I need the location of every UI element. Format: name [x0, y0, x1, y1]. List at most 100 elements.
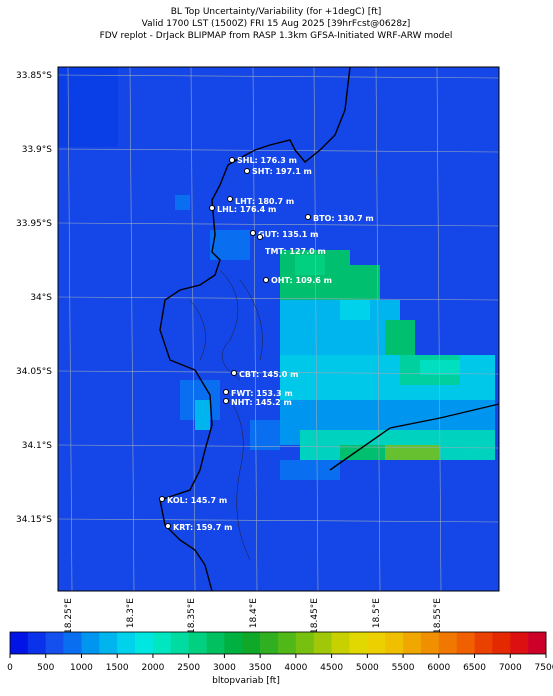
station-marker	[209, 205, 215, 211]
field-cell	[295, 255, 325, 275]
graticule	[129, 66, 135, 592]
colorbar-segment	[474, 632, 493, 654]
colorbar-segment	[331, 632, 350, 654]
graticule	[57, 370, 500, 375]
lat-label: 34.05°S	[16, 367, 52, 377]
colorbar-segment	[510, 632, 529, 654]
station-label: SHT: 197.1 m	[252, 167, 312, 176]
colorbar-segment	[224, 632, 243, 654]
field-cell	[420, 360, 460, 375]
map	[57, 66, 500, 592]
station-marker	[250, 230, 256, 236]
station-marker	[159, 496, 165, 502]
colorbar-tick-label: 3000	[213, 663, 236, 673]
colorbar-tick-label: 4000	[284, 663, 307, 673]
graticule	[190, 66, 196, 592]
colorbar-tick-label: 0	[7, 663, 13, 673]
lon-label: 18.5°E	[372, 598, 382, 629]
field-cell	[280, 355, 495, 405]
colorbar-segment	[295, 632, 315, 654]
title-line: BL Top Uncertainty/Variability (for +1de…	[171, 7, 382, 17]
map-frame	[57, 66, 500, 592]
field-cell	[175, 195, 190, 210]
graticule	[57, 444, 500, 449]
colorbar-segment	[313, 632, 332, 654]
colorbar-segment	[349, 632, 368, 654]
lat-label: 34.15°S	[16, 515, 52, 525]
station-label: TMT: 127.0 m	[265, 247, 326, 256]
field-cell	[385, 445, 440, 460]
station-label: KOL: 145.7 m	[167, 496, 227, 505]
station-marker	[223, 389, 229, 395]
colorbar-segment	[10, 632, 29, 654]
colorbar-segment	[420, 632, 440, 654]
colorbar-tick-label: 6000	[427, 663, 450, 673]
map-background	[58, 67, 499, 591]
colorbar-segment	[27, 632, 47, 654]
graticule	[67, 66, 73, 592]
lon-label: 18.35°E	[187, 598, 197, 634]
colorbar-segment	[117, 632, 136, 654]
colorbar-tick-label: 2500	[177, 663, 200, 673]
colorbar-tick-label: 500	[37, 663, 54, 673]
colorbar-segment	[278, 632, 297, 654]
title-line: FDV replot - DrJack BLIPMAP from RASP 1.…	[100, 31, 453, 41]
station-label: GUT: 135.1 m	[258, 230, 319, 239]
station-label: CBT: 145.0 m	[239, 370, 298, 379]
colorbar-tick-label: 7500	[535, 663, 553, 673]
station-label: NHT: 145.2 m	[231, 398, 292, 407]
colorbar-tick-label: 7000	[499, 663, 522, 673]
graticule	[252, 66, 258, 592]
graticule	[57, 74, 500, 79]
colorbar-segment	[367, 632, 386, 654]
colorbar-tick-label: 2000	[141, 663, 164, 673]
field-cell	[280, 460, 340, 480]
station-label: LHL: 176.4 m	[217, 205, 276, 214]
title-line: Valid 1700 LST (1500Z) FRI 15 Aug 2025 […	[142, 19, 411, 29]
colorbar-segment	[152, 632, 172, 654]
station-marker	[231, 370, 237, 376]
station-marker	[229, 157, 235, 163]
colorbar-segment	[385, 632, 404, 654]
field-cell	[210, 230, 250, 260]
station-marker	[244, 168, 250, 174]
colorbar-segment	[260, 632, 279, 654]
colorbar-segment	[528, 632, 547, 654]
field-cell	[340, 445, 385, 460]
colorbar-tick-label: 1500	[106, 663, 129, 673]
colorbar-frame	[9, 631, 547, 655]
colorbar-segment	[81, 632, 100, 654]
station-label: FWT: 153.3 m	[231, 389, 293, 398]
colorbar-tick-label: 6500	[463, 663, 486, 673]
lat-label: 34°S	[30, 293, 52, 303]
graticule	[57, 518, 500, 523]
lon-label: 18.25°E	[64, 598, 74, 634]
station-label: SHL: 176.3 m	[237, 156, 297, 165]
colorbar-tick-label: 4500	[320, 663, 343, 673]
colorbar-segment	[403, 632, 422, 654]
field-cell	[195, 400, 210, 430]
graticule	[375, 66, 381, 592]
colorbar-segment	[188, 632, 207, 654]
field-cell	[250, 420, 280, 450]
station-marker	[223, 398, 229, 404]
station-label: OHT: 109.6 m	[271, 276, 332, 285]
lat-label: 33.9°S	[22, 145, 53, 155]
colorbar-segment	[99, 632, 118, 654]
colorbar-segment	[438, 632, 457, 654]
colorbar-tick-label: 5500	[392, 663, 415, 673]
station-marker	[257, 234, 263, 240]
colorbar-tick-label: 3500	[249, 663, 272, 673]
field-cell	[58, 67, 118, 147]
field-cell	[340, 300, 370, 320]
colorbar-segment	[492, 632, 511, 654]
colorbar-segment	[242, 632, 261, 654]
lon-label: 18.4°E	[249, 598, 259, 629]
colorbar-segment	[135, 632, 154, 654]
field-cell	[350, 265, 380, 305]
lat-label: 33.95°S	[16, 219, 52, 229]
graticule	[57, 222, 500, 227]
station-label: KRT: 159.7 m	[173, 523, 232, 532]
lat-label: 34.1°S	[22, 441, 53, 451]
